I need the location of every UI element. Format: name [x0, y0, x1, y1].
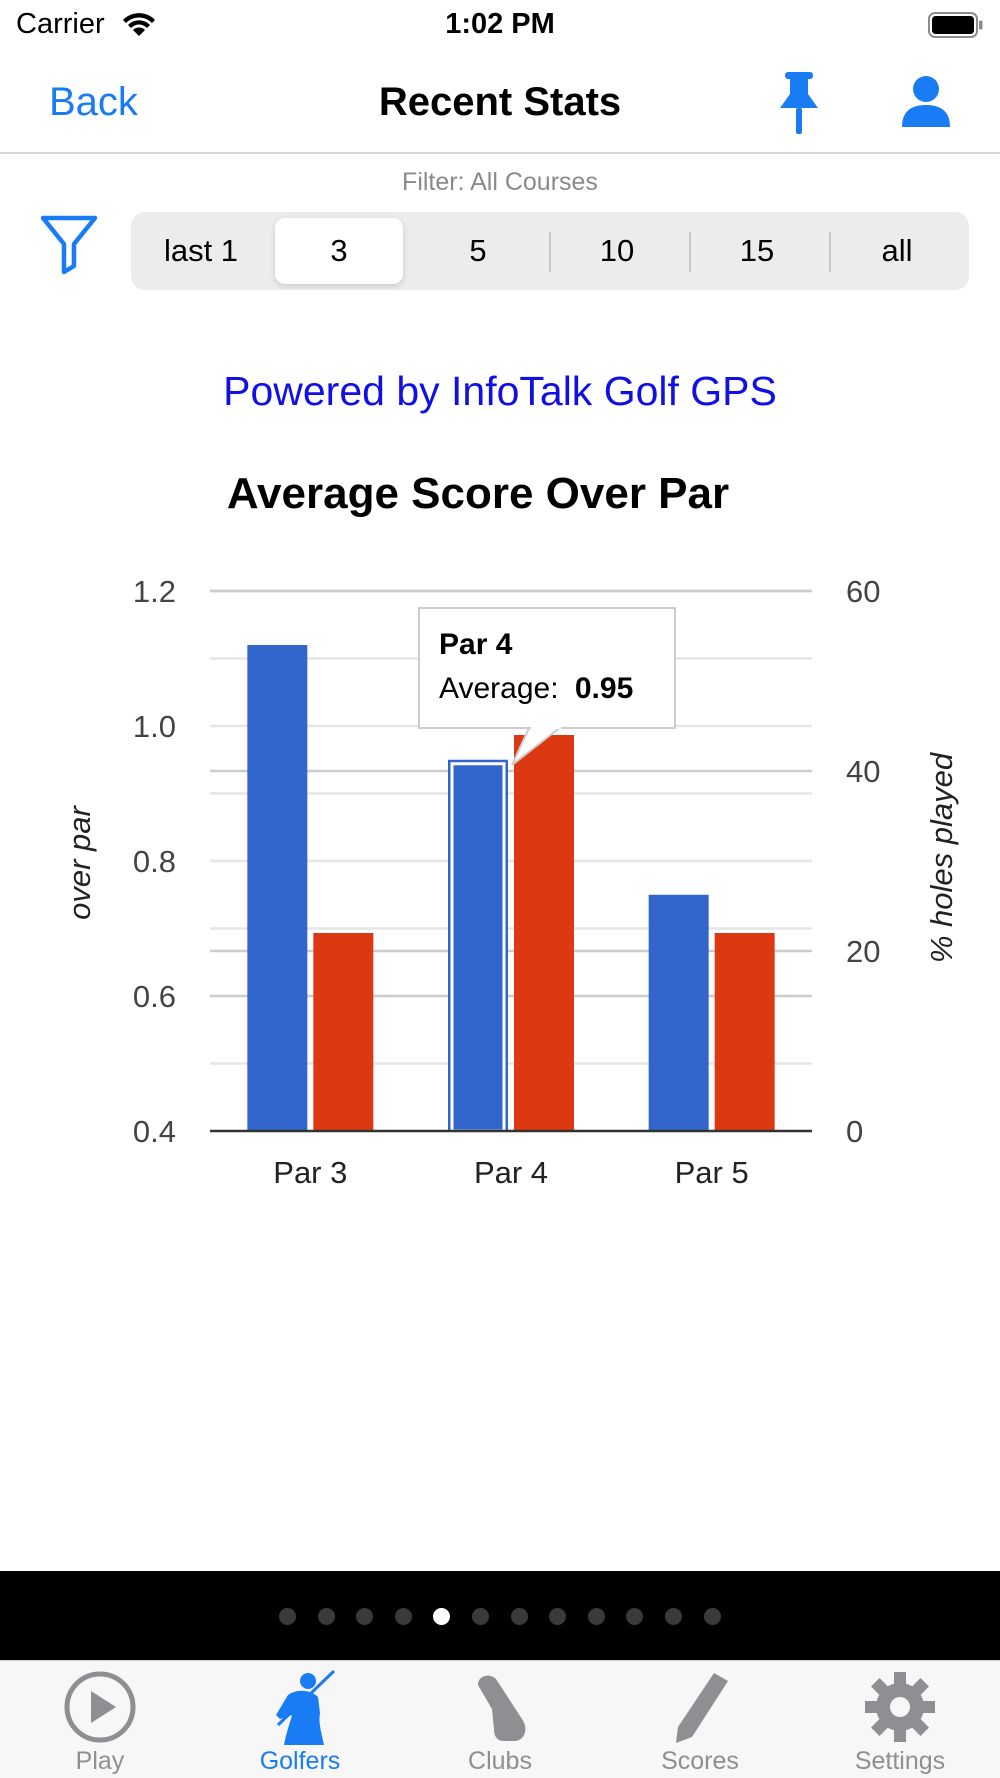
left-axis-tick-label: 1.0: [133, 709, 176, 744]
bar-holes-played-par-5[interactable]: [714, 933, 775, 1131]
bar-holes-played-par-4[interactable]: [514, 735, 574, 1131]
page-dot[interactable]: [394, 1608, 412, 1625]
segment-divider: [689, 232, 691, 272]
segment-divider: [829, 232, 831, 272]
page-title: Recent Stats: [378, 80, 622, 124]
bar-holes-played-par-3[interactable]: [313, 933, 374, 1131]
page-dot[interactable]: [587, 1608, 605, 1625]
wifi-icon: [123, 13, 155, 36]
rounds-segmented-control: last 1 3 5 10 15 all: [131, 212, 969, 290]
right-axis-tick-label: 20: [846, 934, 880, 969]
tab-play[interactable]: Play: [0, 1661, 200, 1778]
tooltip-box: [418, 607, 676, 729]
chart-bars: [247, 645, 775, 1133]
category-tick-label: Par 5: [675, 1155, 749, 1190]
tab-clubs[interactable]: Clubs: [400, 1661, 600, 1778]
tab-scores[interactable]: Scores: [600, 1661, 800, 1778]
right-axis-ticks: 60 40 20 0: [846, 574, 880, 1149]
page-indicator: [0, 1571, 1000, 1660]
segment-10[interactable]: 10: [599, 233, 635, 268]
left-axis-tick-label: 0.4: [133, 1114, 176, 1149]
page-dot[interactable]: [665, 1608, 682, 1625]
bar-over-par-par-3[interactable]: [247, 645, 308, 1131]
segment-5[interactable]: 5: [469, 233, 487, 268]
left-axis-tick-label: 0.6: [133, 979, 176, 1014]
chart-title: Average Score Over Par: [227, 470, 729, 518]
tab-label: Golfers: [259, 1747, 341, 1775]
segment-3[interactable]: 3: [275, 218, 403, 284]
tab-bar: Play Golfers Clubs Scores: [0, 1660, 1000, 1778]
right-axis-label: % holes played: [924, 751, 959, 963]
status-time: 1:02 PM: [445, 8, 555, 40]
tooltip-category: Par 4: [439, 628, 513, 661]
page-dot[interactable]: [279, 1608, 296, 1625]
page-dot[interactable]: [626, 1608, 644, 1625]
right-axis-tick-label: 40: [846, 754, 880, 789]
left-axis-ticks: 1.2 1.0 0.8 0.6 0.4: [133, 574, 176, 1149]
right-axis-tick-label: 0: [846, 1114, 863, 1149]
bar-over-par-par-4[interactable]: [448, 759, 508, 1131]
tab-label: Clubs: [468, 1747, 532, 1775]
page-dot[interactable]: [549, 1608, 567, 1625]
back-button[interactable]: Back: [49, 80, 138, 124]
segment-15[interactable]: 15: [739, 233, 775, 268]
segment-last-1[interactable]: last 1: [163, 233, 239, 268]
tooltip-value-line: Average: 0.95: [439, 672, 633, 705]
navigation-bar: Back Recent Stats: [0, 50, 1000, 154]
page-dot[interactable]: [703, 1608, 721, 1625]
page-dot[interactable]: [433, 1608, 451, 1625]
play-circle-icon: [64, 1671, 136, 1743]
category-axis-ticks: Par 3 Par 4 Par 5: [273, 1155, 748, 1190]
status-bar: Carrier 1:02 PM: [0, 0, 1000, 50]
page-dot[interactable]: [510, 1608, 528, 1625]
page-dot[interactable]: [356, 1608, 374, 1625]
left-axis-label: over par: [62, 804, 97, 919]
golfer-icon: [276, 1669, 336, 1745]
tab-settings[interactable]: Settings: [800, 1661, 1000, 1778]
tab-golfers[interactable]: Golfers: [200, 1661, 400, 1778]
gear-icon: [865, 1672, 935, 1742]
powered-by-link[interactable]: Powered by InfoTalk Golf GPS: [223, 368, 777, 414]
page-dot[interactable]: [317, 1608, 335, 1625]
carrier-label: Carrier: [16, 8, 105, 40]
filter-icon[interactable]: [40, 214, 98, 276]
pencil-icon: [676, 1673, 728, 1743]
pin-icon[interactable]: [774, 70, 824, 136]
filter-label: Filter: All Courses: [402, 168, 598, 196]
category-tick-label: Par 4: [474, 1155, 548, 1190]
tooltip-value-label: Average:: [439, 672, 559, 705]
segment-all[interactable]: all: [881, 233, 913, 268]
tab-label: Scores: [661, 1747, 739, 1775]
average-score-chart: Average Score Over Par 1.2 1.0 0.8 0.6 0.4 6…: [62, 470, 959, 1190]
user-icon[interactable]: [900, 75, 952, 129]
category-tick-label: Par 3: [273, 1155, 347, 1190]
page-dot[interactable]: [472, 1608, 489, 1625]
battery-icon: [928, 12, 983, 38]
right-axis-tick-label: 60: [846, 574, 880, 609]
left-axis-tick-label: 1.2: [133, 574, 176, 609]
segment-divider: [549, 232, 551, 272]
tooltip-value: 0.95: [575, 672, 633, 705]
golf-club-icon: [478, 1675, 526, 1741]
bar-over-par-par-5[interactable]: [648, 894, 709, 1131]
left-axis-tick-label: 0.8: [133, 844, 176, 879]
tab-label: Settings: [854, 1747, 946, 1775]
chart-tooltip: Par 4 Average: 0.95: [418, 607, 676, 766]
tab-label: Play: [75, 1747, 125, 1775]
